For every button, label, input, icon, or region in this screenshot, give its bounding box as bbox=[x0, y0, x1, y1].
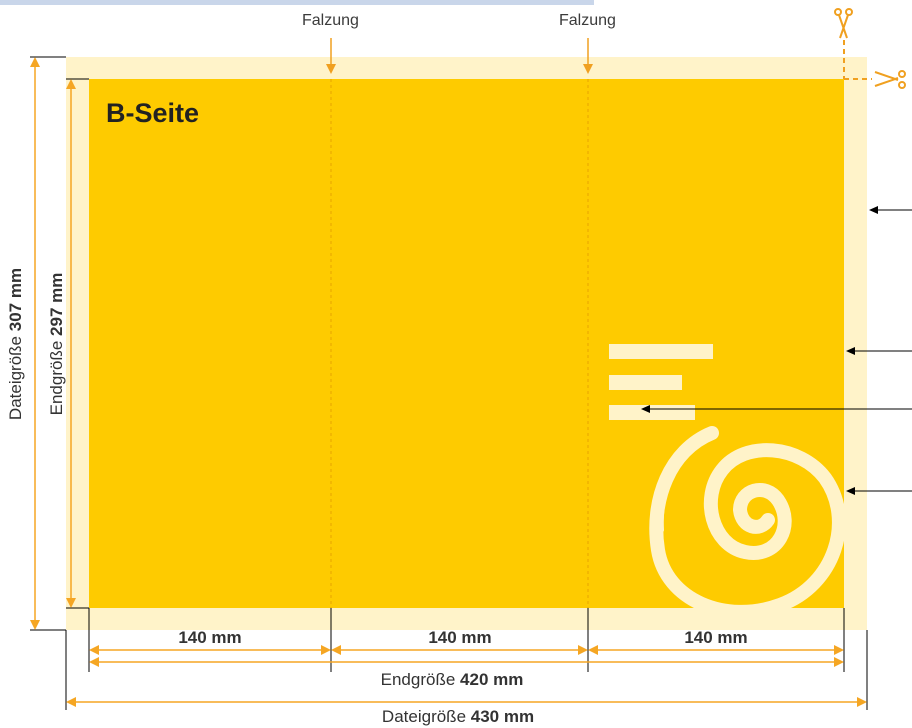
scissors-icon bbox=[874, 70, 906, 89]
text-bar-3 bbox=[609, 405, 695, 420]
panel-width-label-3: 140 mm bbox=[684, 628, 747, 647]
dimension-file-width bbox=[66, 697, 867, 707]
pointer-arrow-trim bbox=[846, 347, 912, 355]
final-height-value: 297 mm bbox=[47, 273, 66, 336]
text-bar-1 bbox=[609, 344, 713, 359]
dimension-final-height bbox=[66, 79, 76, 608]
scissors-icon bbox=[834, 8, 853, 39]
fold-label-right: Falzung bbox=[559, 12, 616, 29]
dimension-file-height bbox=[30, 57, 40, 630]
spiral-graphic bbox=[649, 426, 846, 619]
pointer-arrow-bleed bbox=[869, 206, 912, 214]
pointer-arrow-graphic bbox=[846, 487, 912, 495]
dimension-panel-1 bbox=[89, 645, 331, 655]
trim-area bbox=[89, 79, 844, 608]
file-width-label: Dateigröße 430 mm bbox=[382, 707, 534, 726]
file-width-prefix: Dateigröße bbox=[382, 707, 471, 726]
dimension-final-width bbox=[89, 657, 844, 667]
file-height-label: Dateigröße 307 mm bbox=[6, 268, 25, 420]
final-height-label: Endgröße 297 mm bbox=[47, 273, 66, 416]
fold-arrow-right bbox=[583, 38, 593, 74]
file-height-prefix: Dateigröße bbox=[6, 331, 25, 420]
pointer-arrow-text bbox=[641, 405, 912, 413]
final-width-value: 420 mm bbox=[460, 670, 523, 689]
top-bar bbox=[0, 0, 594, 5]
file-width-value: 430 mm bbox=[471, 707, 534, 726]
dimension-panel-2 bbox=[331, 645, 588, 655]
panel-width-label-2: 140 mm bbox=[428, 628, 491, 647]
final-height-prefix: Endgröße bbox=[47, 336, 66, 415]
side-title: B-Seite bbox=[106, 98, 200, 128]
text-bar-2 bbox=[609, 375, 682, 390]
final-width-prefix: Endgröße bbox=[381, 670, 460, 689]
panel-width-label-1: 140 mm bbox=[178, 628, 241, 647]
dimension-panel-3 bbox=[588, 645, 844, 655]
file-height-value: 307 mm bbox=[6, 268, 25, 331]
fold-label-left: Falzung bbox=[302, 12, 359, 29]
fold-arrow-left bbox=[326, 38, 336, 74]
final-width-label: Endgröße 420 mm bbox=[381, 670, 524, 689]
